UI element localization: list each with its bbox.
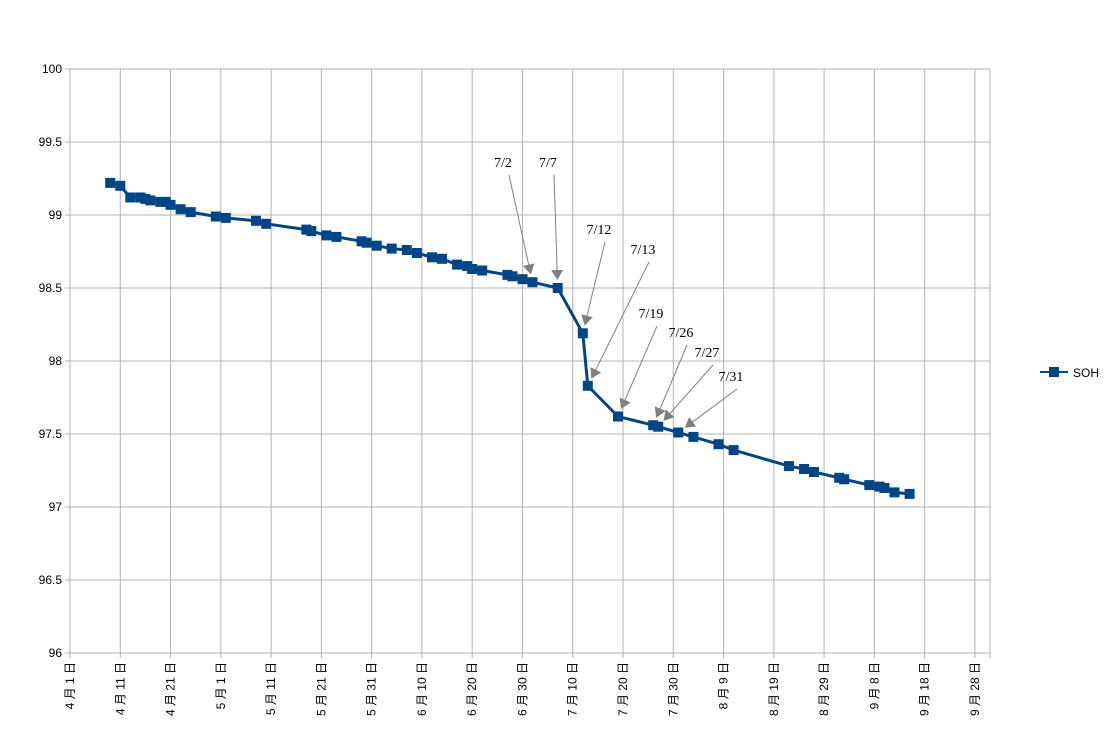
y-tick-label: 98 [49, 354, 63, 368]
data-point [175, 204, 186, 215]
data-point [371, 240, 382, 251]
data-point [728, 445, 739, 456]
y-tick-label: 96 [49, 646, 63, 660]
data-point [613, 411, 623, 422]
x-tick-label: 7 月 20 日 [616, 662, 630, 716]
data-point [321, 230, 332, 241]
x-tick-label: 5 月 1 日 [214, 662, 228, 709]
data-point [713, 439, 724, 450]
annotation-arrow [654, 344, 688, 418]
x-tick-label: 5 月 11 日 [264, 662, 278, 715]
data-point [467, 264, 478, 274]
y-tick-label: 100 [42, 62, 62, 76]
data-point [437, 253, 447, 264]
x-tick-label: 8 月 29 日 [817, 662, 831, 716]
data-point [165, 199, 176, 210]
data-point [799, 464, 809, 474]
legend-label-soh: SOH [1073, 366, 1099, 380]
y-tick-label: 97 [49, 500, 63, 514]
annotation-arrow [663, 364, 714, 421]
annotation-arrow [508, 174, 535, 275]
data-point [220, 212, 231, 223]
legend: SOH [1040, 366, 1099, 380]
annotation-label: 7/31 [719, 370, 744, 385]
data-point [477, 265, 488, 276]
grid [69, 68, 991, 654]
data-point [261, 218, 272, 229]
x-tick-label: 5 月 21 日 [314, 662, 328, 716]
data-point [507, 271, 518, 282]
y-tick-label: 99.5 [39, 135, 63, 149]
data-point [809, 467, 819, 477]
annotations: 7/2 7/7 7/12 7/13 7/19 7/267/27 7/31 [494, 156, 744, 428]
data-point [839, 474, 850, 485]
data-point [783, 461, 794, 472]
x-tick-label: 6 月 30 日 [515, 662, 529, 716]
data-point [411, 248, 422, 258]
series-soh [105, 177, 915, 499]
annotation-label: 7/7 [539, 156, 557, 171]
y-tick-labels: 96 96.5 97 97.5 98 98.5 99 99.5 100 [39, 62, 63, 660]
annotation-label: 7/27 [695, 346, 720, 361]
data-point [145, 195, 156, 206]
x-tick-labels: 4 月 1 日 4 月 11 日 4 月 21 日 5 月 1 日 5 月 11 日 5 … [63, 662, 982, 716]
annotation-arrow [551, 174, 564, 280]
data-point [517, 274, 528, 285]
data-point [904, 488, 915, 499]
data-point [306, 226, 317, 237]
x-tick-label: 6 月 20 日 [465, 662, 479, 716]
data-point [452, 259, 463, 270]
x-tick-label: 4 月 1 日 [63, 662, 77, 709]
annotation-label: 7/13 [631, 243, 656, 258]
data-point [527, 277, 538, 288]
data-point [401, 245, 412, 255]
x-tick-label: 9 月 8 日 [867, 662, 881, 709]
data-point [251, 215, 261, 226]
annotation-label: 7/26 [669, 326, 694, 341]
x-tick-label: 6 月 10 日 [415, 662, 429, 716]
y-tick-label: 99 [49, 208, 63, 222]
annotation-arrow [684, 388, 738, 428]
x-tick-label: 9 月 18 日 [918, 662, 932, 716]
annotation-arrow [590, 261, 650, 379]
data-point [427, 252, 437, 263]
data-point [331, 231, 342, 242]
data-point [889, 487, 900, 498]
x-tick-label: 8 月 9 日 [717, 662, 731, 709]
data-point [185, 207, 196, 218]
series-line [109, 181, 910, 496]
data-point [577, 328, 588, 339]
annotation-arrow [619, 325, 658, 410]
data-point [115, 180, 126, 191]
data-point [125, 192, 136, 203]
x-tick-label: 9 月 28 日 [968, 662, 982, 716]
axes [65, 68, 991, 658]
x-tick-label: 8 月 19 日 [767, 662, 781, 716]
data-point [653, 421, 664, 432]
y-tick-label: 96.5 [39, 573, 63, 587]
data-point [386, 243, 397, 254]
data-point [552, 283, 563, 293]
data-point [864, 480, 875, 491]
x-tick-label: 7 月 10 日 [566, 662, 580, 716]
data-point [879, 483, 890, 493]
annotation-label: 7/2 [494, 156, 512, 171]
data-point [361, 237, 372, 248]
x-tick-label: 5 月 31 日 [365, 662, 379, 716]
data-point [673, 427, 684, 438]
data-point [210, 211, 221, 222]
annotation-label: 7/12 [587, 223, 612, 238]
annotation-arrow [581, 241, 606, 326]
data-point [105, 177, 116, 188]
y-tick-label: 97.5 [39, 427, 63, 441]
legend-marker [1049, 367, 1059, 377]
x-tick-label: 4 月 21 日 [164, 662, 178, 716]
data-point [688, 431, 699, 442]
y-tick-label: 98.5 [39, 281, 63, 295]
x-tick-label: 7 月 30 日 [666, 662, 680, 716]
data-point [582, 380, 593, 391]
annotation-label: 7/19 [639, 307, 664, 322]
x-tick-label: 4 月 11 日 [113, 662, 127, 715]
